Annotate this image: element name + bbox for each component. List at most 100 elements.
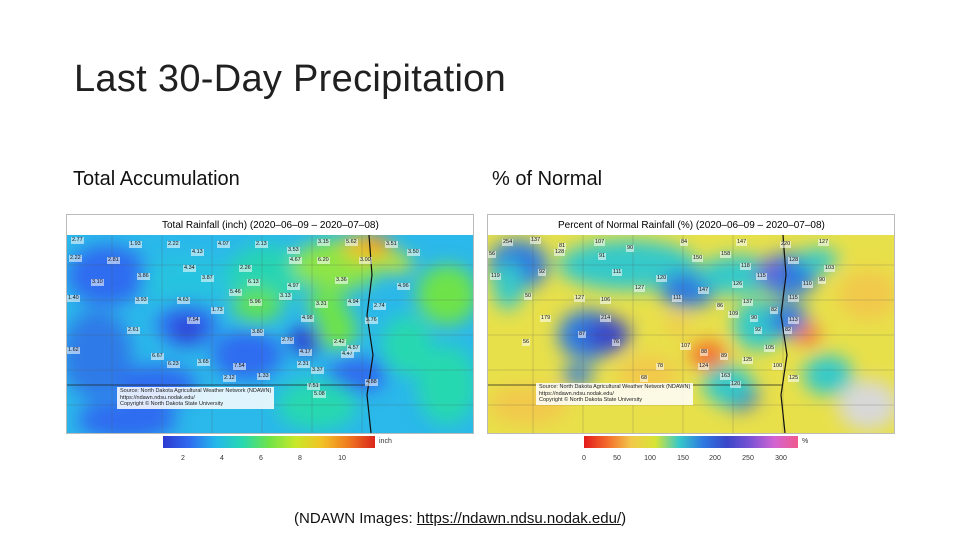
station-value-label: 1.40 — [67, 295, 80, 302]
station-value-label: 90 — [750, 315, 759, 322]
station-value-label: 4.34 — [183, 265, 196, 272]
station-value-label: 7.54 — [187, 317, 200, 324]
station-value-label: 7.51 — [307, 383, 320, 390]
station-value-label: 1.93 — [129, 241, 142, 248]
colorbar-tick: 100 — [644, 455, 656, 462]
map-credit: Source: North Dakota Agricultural Weathe… — [117, 387, 275, 409]
station-value-label: 113 — [788, 317, 799, 324]
station-value-label: 100 — [772, 363, 784, 370]
station-value-label: 127 — [634, 285, 646, 292]
station-value-label: 4.57 — [347, 345, 360, 352]
station-value-label: 109 — [728, 311, 740, 318]
station-value-label: 3.31 — [315, 301, 328, 308]
credit-line: https://ndawn.ndsu.nodak.edu/ — [539, 390, 614, 397]
station-value-label: 84 — [680, 239, 689, 246]
station-value-label: 2.12 — [223, 375, 236, 382]
station-value-label: 2.31 — [297, 361, 310, 368]
station-value-label: 127 — [818, 239, 830, 246]
station-value-label: 115 — [756, 273, 767, 280]
station-value-label: 111 — [612, 269, 623, 276]
station-value-label: 2.42 — [333, 339, 346, 346]
colorbar-tick: 50 — [613, 455, 621, 462]
station-value-label: 4.94 — [347, 299, 360, 306]
station-value-label: 254 — [502, 239, 514, 246]
station-value-label: 124 — [698, 363, 710, 370]
station-value-label: 5.08 — [313, 391, 326, 398]
station-value-label: 5.46 — [229, 289, 242, 296]
map-header: Percent of Normal Rainfall (%) (2020–06–… — [488, 215, 894, 235]
station-value-label: 81 — [558, 243, 567, 250]
station-value-label: 89 — [720, 353, 729, 360]
ndawn-link[interactable]: https://ndawn.ndsu.nodak.edu/ — [416, 510, 622, 527]
station-value-label: 6.67 — [151, 353, 164, 360]
station-value-label: 125 — [788, 375, 800, 382]
station-value-label: 82 — [770, 307, 779, 314]
station-value-label: 119 — [490, 273, 501, 280]
station-value-label: 115 — [788, 295, 799, 302]
station-value-label: 125 — [742, 357, 754, 364]
map-header: Total Rainfall (inch) (2020–06–09 – 2020… — [67, 215, 473, 235]
station-value-label: 214 — [600, 315, 612, 322]
station-value-label: 158 — [720, 251, 732, 258]
station-value-label: 1.33 — [257, 373, 270, 380]
credit-line: Copyright © North Dakota State Universit… — [120, 401, 224, 407]
station-value-label: 137 — [530, 237, 542, 244]
station-value-label: 3.80 — [251, 329, 264, 336]
station-value-label: 3.65 — [197, 359, 210, 366]
station-value-label: 3.00 — [359, 257, 372, 264]
station-value-label: 4.88 — [365, 379, 378, 386]
station-value-label: 107 — [594, 239, 606, 246]
slide-title: Last 30-Day Precipitation — [74, 58, 507, 100]
colorbar-tick: 8 — [298, 455, 302, 462]
station-value-label: 103 — [824, 265, 836, 272]
source-prefix: (NDAWN Images: — [294, 510, 417, 527]
station-value-label: 76 — [612, 339, 621, 346]
station-value-label: 3.15 — [317, 239, 330, 246]
station-value-label: 92 — [538, 269, 547, 276]
percent-normal-map: Percent of Normal Rainfall (%) (2020–06–… — [487, 214, 895, 434]
station-value-label: 147 — [698, 287, 710, 294]
station-value-label: 220 — [780, 241, 792, 248]
station-value-label: 105 — [764, 345, 776, 352]
percent-colorbar — [584, 436, 798, 448]
station-value-label: 110 — [802, 281, 813, 288]
station-value-label: 120 — [656, 275, 668, 282]
station-value-label: 3.37 — [311, 367, 324, 374]
credit-line: Source: North Dakota Agricultural Weathe… — [120, 388, 272, 394]
station-value-label: 6.23 — [167, 361, 180, 368]
station-value-label: 3.50 — [407, 249, 420, 256]
station-value-label: 2.81 — [107, 257, 120, 264]
station-value-label: 126 — [732, 281, 744, 288]
station-value-label: 50 — [524, 293, 533, 300]
station-value-label: 107 — [680, 343, 692, 350]
station-value-label: 3.86 — [137, 273, 150, 280]
station-value-label: 3.36 — [335, 277, 348, 284]
station-value-label: 6.13 — [247, 279, 260, 286]
station-value-label: 7.54 — [233, 363, 246, 370]
station-value-label: 4.17 — [299, 349, 312, 356]
colorbar-tick: 0 — [582, 455, 586, 462]
station-value-label: 137 — [742, 299, 754, 306]
station-value-label: 4.07 — [217, 241, 230, 248]
station-value-label: 86 — [716, 303, 725, 310]
station-value-label: 2.26 — [239, 265, 252, 272]
station-value-label: 2.77 — [71, 237, 84, 244]
station-value-label: 82 — [784, 327, 793, 334]
station-value-label: 68 — [640, 375, 649, 382]
station-value-label: 2.70 — [281, 337, 294, 344]
station-value-label: 4.47 — [341, 351, 354, 358]
station-value-label: 4.96 — [397, 283, 410, 290]
colorbar-tick: 150 — [677, 455, 689, 462]
station-value-label: 78 — [656, 363, 665, 370]
source-suffix: ) — [621, 510, 627, 527]
station-value-label: 3.10 — [91, 279, 104, 286]
station-value-label: 4.97 — [287, 283, 300, 290]
colorbar-tick: 2 — [181, 455, 185, 462]
station-value-label: 4.98 — [301, 315, 314, 322]
colorbar-unit: % — [802, 438, 809, 445]
station-value-label: 91 — [598, 253, 607, 260]
station-value-label: 2.74 — [373, 303, 386, 310]
station-value-label: 90 — [818, 277, 827, 284]
map-credit: Source: North Dakota Agricultural Weathe… — [536, 383, 694, 405]
station-value-label: 2.22 — [69, 255, 82, 262]
